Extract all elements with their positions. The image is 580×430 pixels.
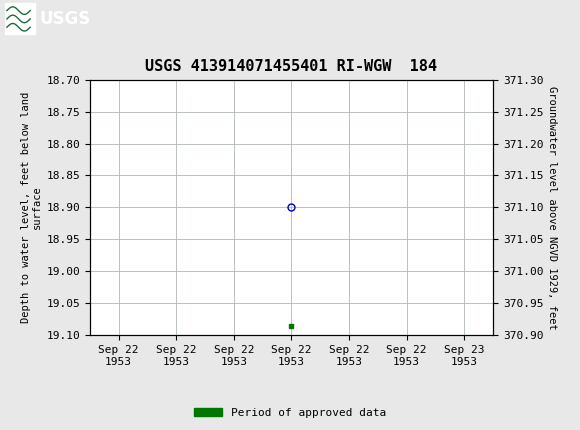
- Y-axis label: Groundwater level above NGVD 1929, feet: Groundwater level above NGVD 1929, feet: [548, 86, 557, 329]
- Title: USGS 413914071455401 RI-WGW  184: USGS 413914071455401 RI-WGW 184: [146, 59, 437, 74]
- Text: USGS: USGS: [39, 10, 90, 28]
- Legend: Period of approved data: Period of approved data: [190, 403, 390, 422]
- Bar: [5, 3, 35, 34]
- Y-axis label: Depth to water level, feet below land
surface: Depth to water level, feet below land su…: [21, 92, 42, 323]
